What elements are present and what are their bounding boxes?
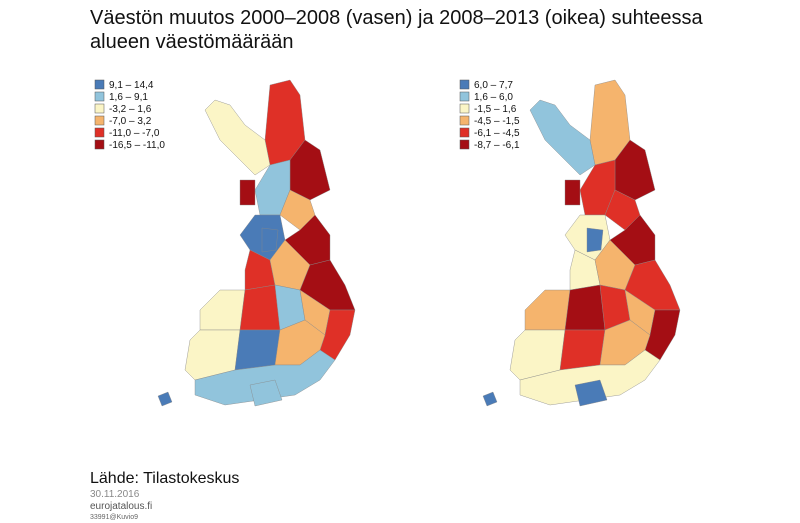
region bbox=[249, 379, 283, 407]
site: eurojatalous.fi bbox=[90, 501, 152, 512]
region bbox=[564, 179, 581, 206]
legend-label: -11,0 – -7,0 bbox=[109, 128, 160, 139]
legend-swatch bbox=[459, 79, 470, 90]
legend-label: -7,0 – 3,2 bbox=[109, 116, 152, 127]
legend-swatch bbox=[94, 115, 105, 126]
region bbox=[519, 349, 661, 406]
map bbox=[157, 79, 356, 407]
title-line: Väestön muutos 2000–2008 (vasen) ja 2008… bbox=[90, 7, 704, 29]
maps bbox=[157, 79, 681, 407]
region bbox=[234, 329, 281, 371]
legend-label: 6,0 – 7,7 bbox=[474, 80, 513, 91]
legend-label: -3,2 – 1,6 bbox=[109, 104, 152, 115]
title-line: alueen väestömäärään bbox=[90, 31, 293, 53]
legend-label: -4,5 – -1,5 bbox=[474, 116, 520, 127]
region bbox=[559, 329, 606, 371]
legend-label: -6,1 – -4,5 bbox=[474, 128, 520, 139]
region bbox=[239, 284, 281, 331]
region bbox=[194, 349, 336, 406]
legend-swatch bbox=[459, 115, 470, 126]
legend-label: 9,1 – 14,4 bbox=[109, 80, 154, 91]
region bbox=[157, 391, 173, 407]
region bbox=[239, 179, 256, 206]
legend-swatch bbox=[459, 127, 470, 138]
legend-swatch bbox=[459, 139, 470, 150]
legend-swatch bbox=[459, 91, 470, 102]
map bbox=[482, 79, 681, 407]
code: 33991@Kuvio9 bbox=[90, 514, 138, 521]
legend-swatch bbox=[94, 139, 105, 150]
region bbox=[482, 391, 498, 407]
region bbox=[586, 227, 604, 253]
legend-label: -1,5 – 1,6 bbox=[474, 104, 517, 115]
legend-swatch bbox=[94, 127, 105, 138]
date: 30.11.2016 bbox=[90, 489, 140, 500]
legend-swatch bbox=[94, 103, 105, 114]
legend-label: 1,6 – 6,0 bbox=[474, 92, 513, 103]
legend-swatch bbox=[94, 79, 105, 90]
region bbox=[204, 99, 271, 176]
region bbox=[564, 284, 606, 331]
legend-swatch bbox=[459, 103, 470, 114]
legend-label: -16,5 – -11,0 bbox=[109, 140, 165, 151]
legend-label: -8,7 – -6,1 bbox=[474, 140, 520, 151]
legend-label: 1,6 – 9,1 bbox=[109, 92, 148, 103]
region bbox=[529, 99, 596, 176]
region bbox=[574, 379, 608, 407]
legend-swatch bbox=[94, 91, 105, 102]
region bbox=[261, 227, 279, 253]
source: Lähde: Tilastokeskus bbox=[90, 470, 239, 487]
